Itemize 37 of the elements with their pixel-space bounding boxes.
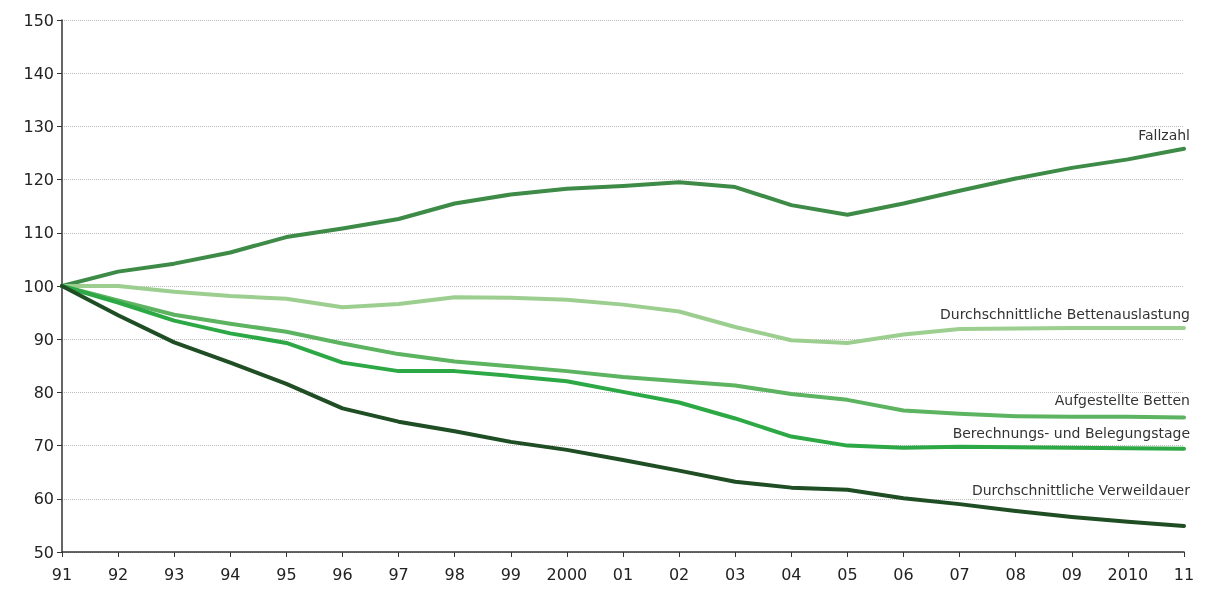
x-tick-label: 01 (612, 564, 634, 584)
y-tick-label: 130 (23, 116, 54, 136)
y-tick-label: 70 (33, 436, 54, 456)
x-tick-label: 04 (781, 564, 802, 584)
x-tick-label: 97 (388, 564, 409, 584)
x-tick-label: 98 (444, 564, 465, 584)
x-tick-label: 02 (668, 564, 690, 584)
x-tick-label: 07 (949, 564, 970, 584)
x-tick-label: 95 (276, 564, 297, 584)
x-tick-label: 2000 (546, 564, 588, 584)
x-tick-label: 94 (220, 564, 241, 584)
x-tick-label: 03 (725, 564, 746, 584)
y-tick-label: 120 (23, 170, 54, 190)
y-tick-label: 80 (33, 382, 54, 402)
y-tick-label: 60 (33, 489, 54, 509)
series-label: Fallzahl (1138, 126, 1190, 143)
y-tick-label: 50 (33, 542, 54, 562)
x-tick-label: 92 (107, 564, 129, 584)
x-tick-label: 93 (164, 564, 185, 584)
x-tick-label: 99 (500, 564, 521, 584)
y-tick-label: 150 (23, 10, 54, 30)
x-tick-label: 2010 (1107, 564, 1149, 584)
y-tick-label: 140 (23, 63, 54, 83)
x-tick-label: 91 (51, 564, 73, 584)
series-label: Aufgestellte Betten (1054, 391, 1190, 408)
x-tick-label: 96 (332, 564, 353, 584)
x-tick-label: 09 (1061, 564, 1082, 584)
y-tick-label: 110 (23, 223, 54, 243)
series-label: Durchschnittliche Bettenauslastung (939, 306, 1190, 323)
y-tick-label: 100 (23, 276, 54, 296)
y-tick-label: 90 (33, 329, 54, 349)
series-label: Durchschnittliche Verweildauer (971, 482, 1191, 499)
x-tick-label: 05 (837, 564, 858, 584)
series-label: Berechnungs- und Belegungstage (952, 424, 1190, 441)
x-tick-label: 11 (1173, 564, 1195, 584)
x-tick-label: 08 (1005, 564, 1026, 584)
x-tick-label: 06 (893, 564, 914, 584)
